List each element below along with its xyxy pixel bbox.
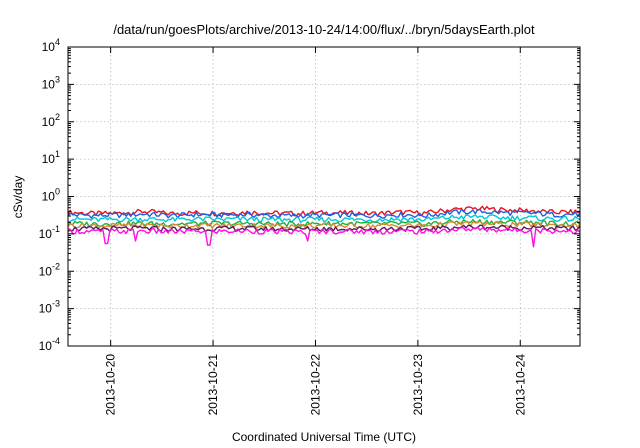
y-tick-label: 101 bbox=[42, 149, 60, 166]
x-tick-label: 2013-10-20 bbox=[104, 354, 118, 416]
y-tick-label: 10-3 bbox=[39, 299, 60, 316]
x-axis-label: Coordinated Universal Time (UTC) bbox=[232, 430, 416, 444]
x-tick-label: 2013-10-22 bbox=[308, 354, 322, 416]
series-line bbox=[67, 224, 581, 233]
grid bbox=[68, 47, 580, 346]
y-tick-label: 104 bbox=[42, 37, 60, 54]
y-tick-label: 10-2 bbox=[39, 261, 60, 278]
x-tick-label: 2013-10-21 bbox=[206, 354, 220, 416]
chart-title: /data/run/goesPlots/archive/2013-10-24/1… bbox=[113, 22, 535, 37]
y-tick-label: 102 bbox=[42, 112, 60, 129]
y-tick-label: 100 bbox=[42, 187, 60, 204]
y-tick-label: 103 bbox=[42, 74, 60, 91]
series-line bbox=[67, 208, 581, 219]
y-axis-label: cSv/day bbox=[11, 176, 25, 219]
ticks: 10-4 10-3 10-2 10-1 100 101 102 103 104 2013-10-2… bbox=[39, 37, 580, 415]
y-tick-label: 10-1 bbox=[39, 224, 60, 241]
series-line bbox=[67, 214, 581, 224]
y-tick-label: 10-4 bbox=[39, 336, 60, 353]
x-tick-label: 2013-10-23 bbox=[411, 354, 425, 416]
series-line bbox=[67, 220, 581, 230]
series-line bbox=[67, 226, 581, 248]
series-line bbox=[67, 205, 581, 217]
x-tick-label: 2013-10-24 bbox=[513, 354, 527, 416]
series-layer bbox=[67, 205, 581, 248]
